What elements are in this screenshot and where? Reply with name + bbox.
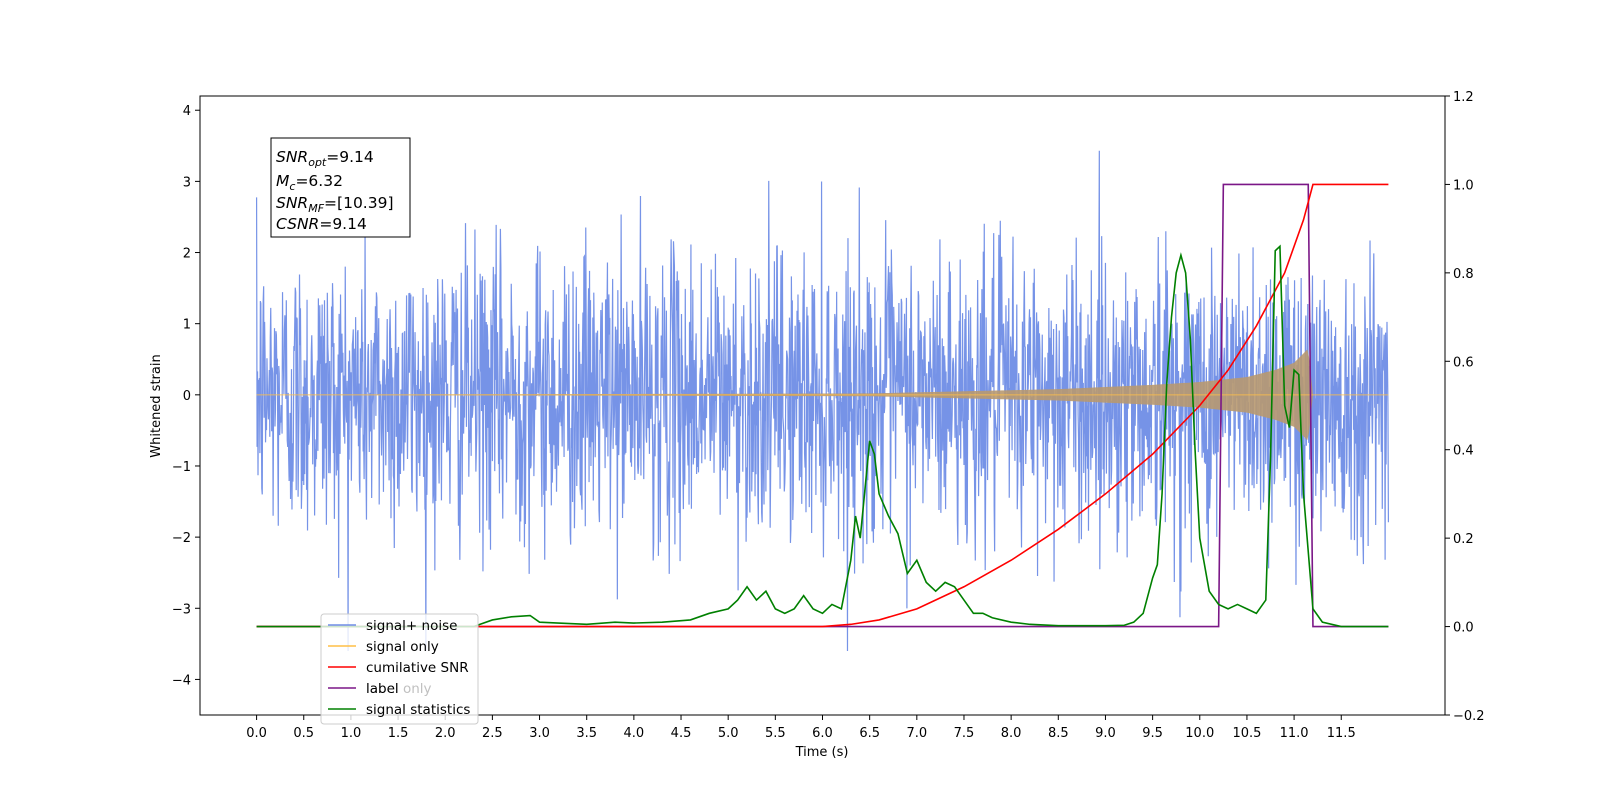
y-tick-label: 3	[183, 175, 191, 190]
svg-text:signal only: signal only	[366, 639, 439, 655]
annotation-line-4: CSNR=9.14	[276, 215, 367, 233]
y-tick-label: 2	[183, 247, 191, 262]
legend-entry-label: label	[328, 681, 399, 697]
y2-tick-label: 0.8	[1453, 267, 1474, 282]
y-tick-label: −1	[172, 460, 191, 475]
legend-entry-signal-statistics: signal statistics	[328, 702, 470, 718]
series-signal-statistics-line	[256, 244, 1389, 628]
x-tick-label: 8.5	[1048, 726, 1069, 741]
x-tick-label: 2.5	[482, 726, 503, 741]
y2-tick-label: 1.2	[1453, 90, 1474, 105]
y2-tick-label: 0.6	[1453, 355, 1474, 370]
y-axis-left: 4 3 2 1 0 −1 −2 −3 −4	[172, 104, 200, 688]
x-tick-label: 1.5	[388, 726, 409, 741]
y-tick-label: 4	[183, 104, 191, 119]
x-tick-label: 4.5	[671, 726, 692, 741]
y2-tick-label: 0.4	[1453, 444, 1474, 459]
annotation-line-2: Mc=6.32	[276, 172, 343, 193]
x-tick-label: 8.0	[1001, 726, 1022, 741]
x-tick-label: 7.0	[906, 726, 927, 741]
svg-text:signal statistics: signal statistics	[366, 702, 470, 718]
x-tick-label: 9.0	[1095, 726, 1116, 741]
x-tick-label: 6.0	[812, 726, 833, 741]
legend-entry-signal-only: signal only	[328, 639, 439, 655]
y-tick-label: −4	[172, 673, 191, 688]
y-tick-label: 0	[183, 389, 191, 404]
series-label-line	[256, 183, 1389, 628]
y-axis-label: Whitened strain	[149, 354, 164, 457]
x-tick-label: 11.0	[1280, 726, 1309, 741]
y2-tick-label: −0.2	[1453, 709, 1485, 724]
y-tick-label: −3	[172, 602, 191, 617]
series-layer	[255, 150, 1390, 651]
series-signal-noise-line	[255, 150, 1390, 651]
annotation-line-3: SNRMF=[10.39]	[276, 194, 394, 215]
x-tick-label: 5.5	[765, 726, 786, 741]
series-cumulative-snr-line	[256, 183, 1389, 628]
x-tick-label: 6.5	[859, 726, 880, 741]
svg-text:signal+ noise: signal+ noise	[366, 618, 457, 634]
svg-text:label: label	[366, 681, 399, 697]
legend-entry-cumulative-snr: cumilative SNR	[328, 660, 469, 676]
x-tick-label: 0.0	[246, 726, 267, 741]
x-tick-label: 10.5	[1232, 726, 1261, 741]
svg-text:label only: label only	[366, 681, 432, 697]
annotation-box: SNRopt=9.14 Mc=6.32 SNRMF=[10.39] CSNR=9…	[270, 137, 411, 238]
legend-entry-signal-noise: signal+ noise	[328, 618, 457, 634]
x-tick-label: 10.0	[1185, 726, 1214, 741]
x-tick-label: 5.0	[718, 726, 739, 741]
annotation-line-1: SNRopt=9.14	[276, 148, 374, 169]
x-tick-label: 9.5	[1142, 726, 1163, 741]
x-tick-label: 1.0	[341, 726, 362, 741]
legend-entry-label-only: label only	[366, 681, 432, 697]
x-axis-label: Time (s)	[795, 745, 849, 760]
x-axis: 0.0 0.5 1.0 1.5 2.0 2.5 3.0 3.5 4.0 4.5 5.0 5.5 6.0 6…	[246, 715, 1356, 741]
legend: signal+ noise signal only cumilative SNR…	[320, 613, 479, 725]
x-tick-label: 3.0	[529, 726, 550, 741]
x-tick-label: 0.5	[293, 726, 314, 741]
y2-tick-label: 0.0	[1453, 621, 1474, 636]
x-tick-label: 3.5	[576, 726, 597, 741]
y2-tick-label: 1.0	[1453, 178, 1474, 193]
svg-text:cumilative SNR: cumilative SNR	[366, 660, 469, 676]
x-tick-label: 2.0	[435, 726, 456, 741]
y-tick-label: −2	[172, 531, 191, 546]
x-tick-label: 4.0	[624, 726, 645, 741]
y2-tick-label: 0.2	[1453, 532, 1474, 547]
x-tick-label: 11.5	[1327, 726, 1356, 741]
x-tick-label: 7.5	[954, 726, 975, 741]
y-tick-label: 1	[183, 318, 191, 333]
y-axis-right: 1.2 1.0 0.8 0.6 0.4 0.2 0.0 −0.2	[1445, 90, 1485, 724]
